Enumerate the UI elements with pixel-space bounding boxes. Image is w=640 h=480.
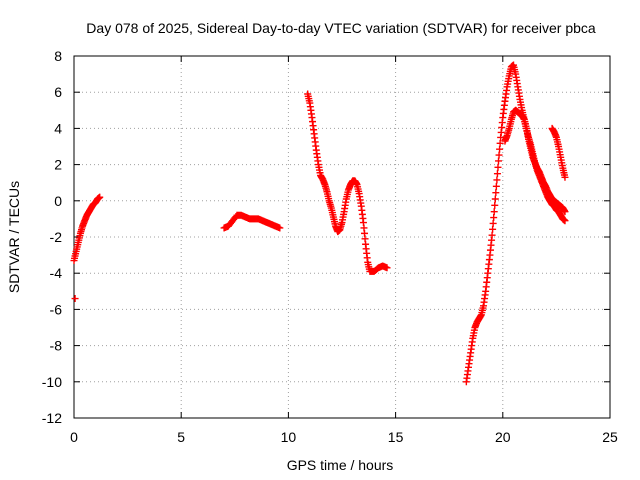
- data-point: [495, 157, 503, 165]
- data-point: [493, 176, 501, 184]
- data-point: [492, 182, 500, 190]
- x-tick-label: 5: [177, 429, 185, 445]
- y-tick-label: -8: [50, 338, 63, 354]
- grid-lines: [74, 56, 610, 418]
- chart-title: Day 078 of 2025, Sidereal Day-to-day VTE…: [86, 20, 596, 36]
- x-tick-label: 10: [281, 429, 297, 445]
- y-tick-label: 0: [54, 193, 62, 209]
- data-point: [489, 219, 497, 227]
- data-point: [494, 163, 502, 171]
- data-point: [490, 214, 498, 222]
- data-point: [492, 189, 500, 197]
- data-point: [490, 208, 498, 216]
- data-point: [561, 208, 569, 216]
- x-tick-label: 25: [602, 429, 618, 445]
- x-tick-label: 15: [388, 429, 404, 445]
- data-point: [561, 173, 569, 181]
- y-tick-label: -12: [42, 410, 62, 426]
- data-point: [496, 139, 504, 147]
- data-point: [561, 217, 569, 225]
- data-point: [96, 193, 104, 201]
- y-tick-label: -2: [50, 229, 63, 245]
- data-point: [495, 151, 503, 159]
- y-tick-label: 2: [54, 157, 62, 173]
- x-tick-label: 20: [495, 429, 511, 445]
- data-point: [496, 145, 504, 153]
- y-tick-label: -4: [50, 265, 63, 281]
- data-point: [491, 201, 499, 209]
- y-tick-label: 6: [54, 84, 62, 100]
- data-point: [71, 295, 79, 303]
- x-axis-label: GPS time / hours: [287, 457, 394, 473]
- y-axis-label: SDTVAR / TECUs: [6, 181, 22, 293]
- x-tick-label: 0: [70, 429, 78, 445]
- data-point: [491, 195, 499, 203]
- data-point: [488, 231, 496, 239]
- y-tick-label: 4: [54, 120, 62, 136]
- data-point: [489, 225, 497, 233]
- y-tick-label: -10: [42, 374, 62, 390]
- data-point: [383, 264, 391, 272]
- data-point: [493, 170, 501, 178]
- axis-ticks: 0 5 10 15 20 25 -12 -10 -8 -6 -4 -2 0 2 4 6 8: [42, 48, 618, 445]
- y-tick-label: 8: [54, 48, 62, 64]
- y-tick-label: -6: [50, 301, 63, 317]
- data-point: [276, 224, 284, 232]
- data-points: [70, 61, 569, 386]
